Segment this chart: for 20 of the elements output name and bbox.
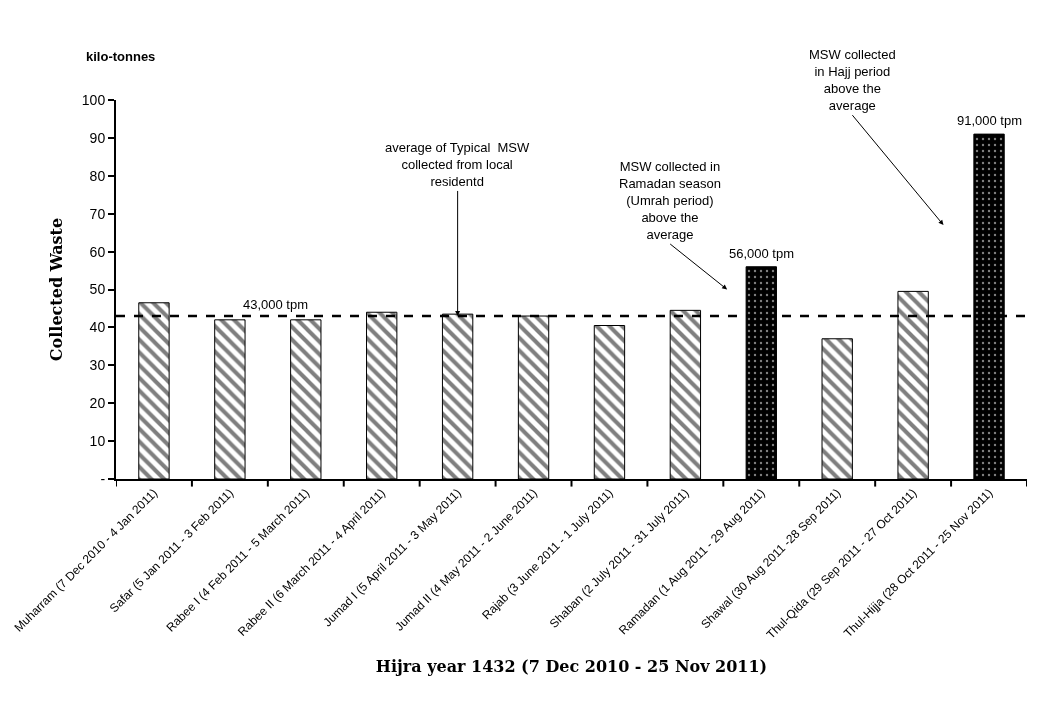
y-tick-label: 100 xyxy=(81,91,106,108)
y-tick-label: - xyxy=(100,470,106,487)
y-axis-title: Collected Waste xyxy=(47,217,67,362)
text: kilo-tonnes xyxy=(86,49,156,64)
annotation: 91,000 tpm xyxy=(957,113,1023,128)
y-tick-label: 70 xyxy=(89,205,106,222)
y-tick-label: 20 xyxy=(89,395,106,412)
x-axis-title: Hijra year 1432 (7 Dec 2010 - 25 Nov 2011) xyxy=(375,656,768,676)
y-tick-label: 60 xyxy=(89,243,106,260)
annotation: average of Typical MSW collected from local residentd xyxy=(385,140,530,189)
y-tick-label: 90 xyxy=(89,129,106,146)
y-tick-label: 40 xyxy=(89,319,106,336)
y-tick-label: 50 xyxy=(89,281,106,298)
annotation: 56,000 tpm xyxy=(729,246,795,261)
ref-line-label: 43,000 tpm xyxy=(243,297,309,312)
annotation: MSW collected in Ramadan season (Umrah period) above the average xyxy=(619,159,721,242)
y-tick-label: 80 xyxy=(89,167,106,184)
y-tick-label: 10 xyxy=(89,433,106,449)
y-tick-label: 30 xyxy=(89,357,106,374)
annotation: MSW collected in Hajj period above the average xyxy=(809,47,896,113)
